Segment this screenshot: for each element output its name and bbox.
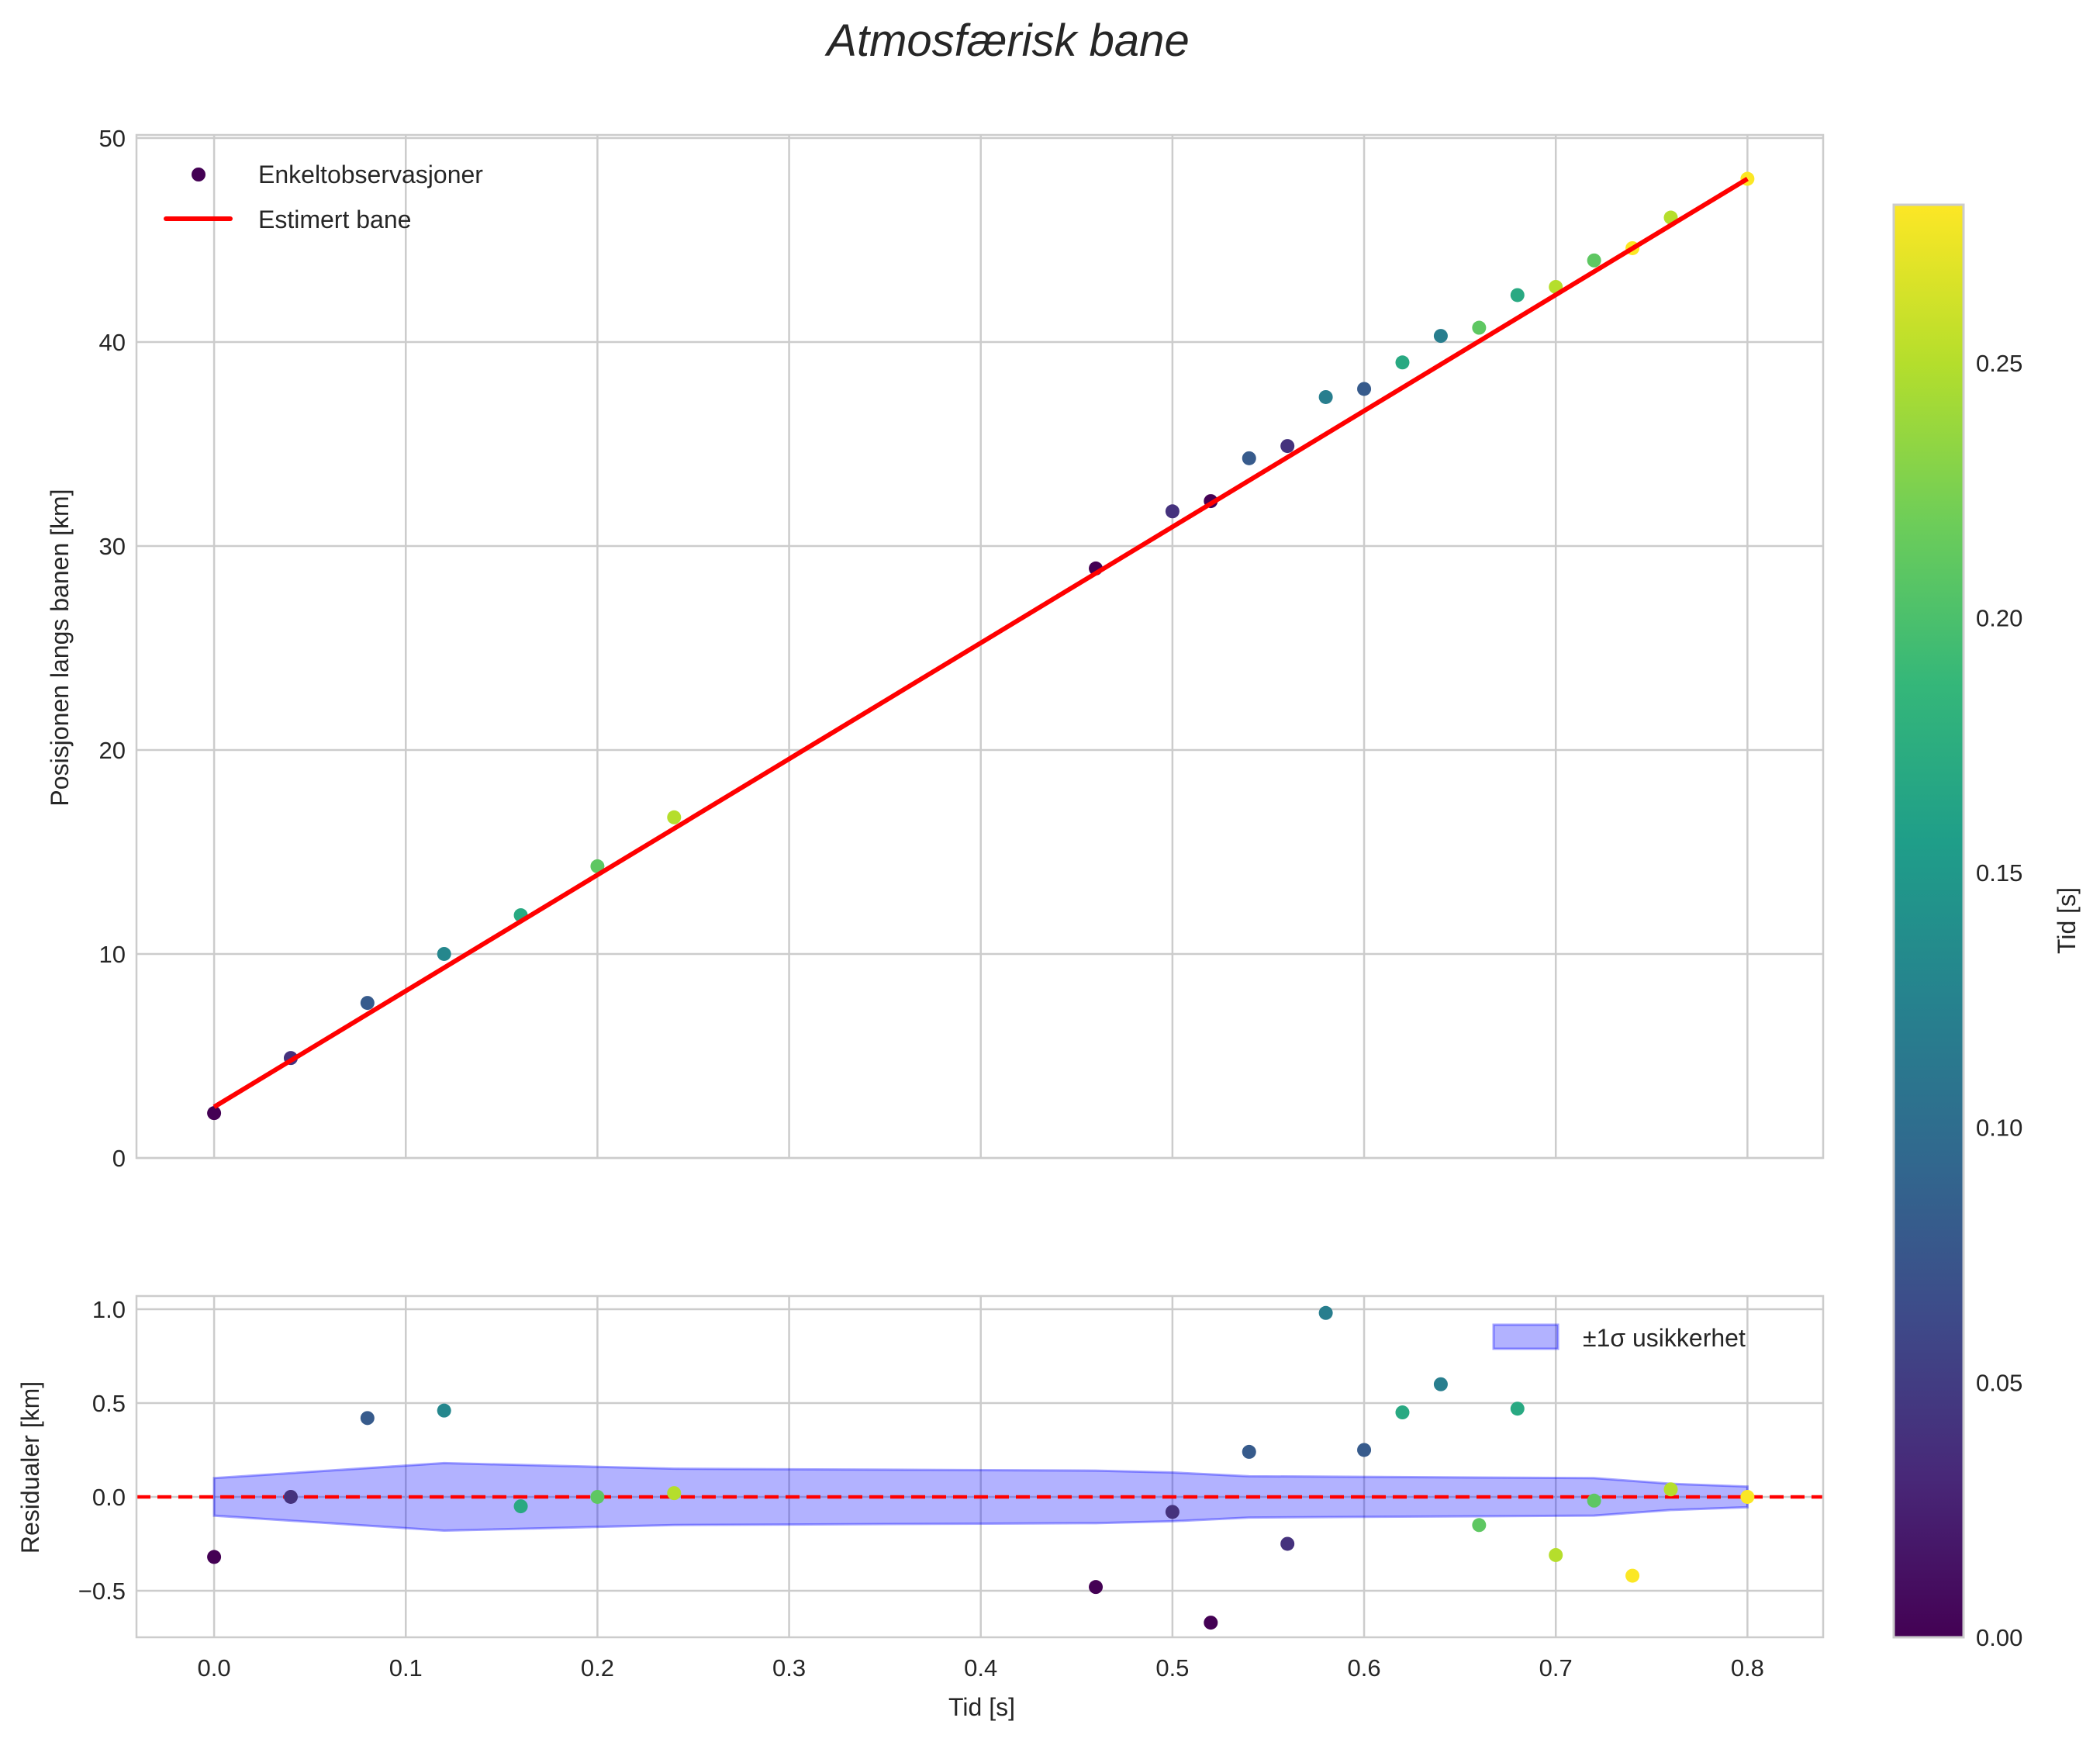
colorbar: 0.00 0.05 0.10 0.15 0.20 0.25 (1892, 203, 2022, 1651)
x-tick-label: 0.6 (1347, 1654, 1380, 1682)
colorbar-tick-label: 0.20 (1976, 604, 2022, 631)
bottom-ylabel: Residualer [km] (16, 1381, 44, 1554)
xlabel: Tid [s] (948, 1693, 1015, 1721)
residual-point (1280, 1536, 1295, 1551)
position-axes: 0 10 20 30 40 50 Enkeltobservasjoner Estimert b… (99, 125, 1825, 1172)
colorbar-tick-label: 0.00 (1976, 1624, 2022, 1651)
observation-point (1587, 253, 1601, 268)
residual-point (1165, 1505, 1180, 1519)
observation-point (1165, 504, 1180, 519)
y-tick-label: 0.0 (92, 1484, 126, 1511)
legend-label-estimated: Estimert bane (258, 206, 411, 233)
residual-point (1587, 1493, 1601, 1508)
y-tick-label: −0.5 (78, 1578, 126, 1605)
x-tick-label: 0.2 (581, 1654, 614, 1682)
observation-point (1472, 320, 1487, 335)
observation-point (667, 810, 682, 824)
colorbar-tick-label: 0.10 (1976, 1115, 2022, 1142)
residual-point (1625, 1568, 1640, 1583)
x-tick-label: 0.5 (1155, 1654, 1189, 1682)
x-tick-label: 0.3 (772, 1654, 806, 1682)
y-tick-label: 0 (112, 1145, 126, 1172)
residual-point (1472, 1518, 1487, 1533)
residual-point (1318, 1305, 1333, 1320)
observation-point (1357, 382, 1372, 396)
x-tick-label: 0.1 (389, 1654, 423, 1682)
axes-frame (135, 133, 1825, 1160)
chart-title: Atmosfærisk bane (824, 16, 1189, 66)
observation-point (1280, 439, 1295, 454)
axes-frame (135, 1294, 1825, 1639)
observation-point (1395, 355, 1410, 370)
legend-patch-uncertainty (1492, 1323, 1559, 1350)
x-tick-label: 0.4 (964, 1654, 997, 1682)
residual-point (1663, 1482, 1678, 1497)
colorbar-label: Tid [s] (2053, 887, 2081, 954)
observation-point (360, 996, 375, 1011)
estimated-trajectory-line (212, 176, 1749, 1109)
y-tick-label: 1.0 (92, 1296, 126, 1323)
y-tick-label: 50 (99, 125, 126, 152)
y-tick-label: 0.5 (92, 1390, 126, 1417)
observation-point (1510, 288, 1525, 302)
colorbar-tick-label: 0.05 (1976, 1369, 2022, 1396)
observation-point (207, 1106, 222, 1121)
residual-point (360, 1411, 375, 1426)
residual-point (1204, 1616, 1218, 1630)
residual-point (207, 1550, 222, 1564)
observation-point (1318, 389, 1333, 404)
top-ylabel: Posisjonen langs banen [km] (46, 489, 74, 806)
residual-point (1740, 1489, 1755, 1504)
observation-point (590, 859, 605, 873)
residual-point (283, 1489, 298, 1504)
observation-point (1433, 329, 1448, 344)
residual-point (1510, 1402, 1525, 1416)
legend-label-uncertainty: ±1σ usikkerhet (1583, 1324, 1746, 1352)
residual-point (1395, 1405, 1410, 1420)
residual-point (1549, 1547, 1563, 1562)
y-tick-label: 10 (99, 941, 126, 968)
residual-point (437, 1403, 451, 1418)
legend-label-observations: Enkeltobservasjoner (258, 161, 483, 188)
y-tick-label: 30 (99, 533, 126, 560)
colorbar-tick-label: 0.15 (1976, 859, 2022, 887)
observation-point (437, 946, 451, 961)
residual-axes: 0.0 0.1 0.2 0.3 0.4 0.5 0.6 0.7 0.8 −0.5 0.0 0.5 1.0… (78, 1294, 1825, 1682)
observation-point (1242, 451, 1256, 465)
x-tick-label: 0.0 (198, 1654, 231, 1682)
x-tick-label: 0.7 (1539, 1654, 1573, 1682)
residual-point (667, 1486, 682, 1501)
residual-point (1357, 1443, 1372, 1457)
legend-marker-observations (192, 168, 206, 181)
residual-point (590, 1489, 605, 1504)
y-tick-label: 40 (99, 329, 126, 356)
residual-point (1433, 1377, 1448, 1391)
x-tick-label: 0.8 (1731, 1654, 1764, 1682)
colorbar-gradient (1892, 203, 1965, 1639)
y-tick-label: 20 (99, 737, 126, 764)
residual-point (1089, 1580, 1104, 1595)
residual-point (513, 1499, 528, 1514)
residual-point (1242, 1444, 1256, 1459)
colorbar-tick-label: 0.25 (1976, 350, 2022, 377)
